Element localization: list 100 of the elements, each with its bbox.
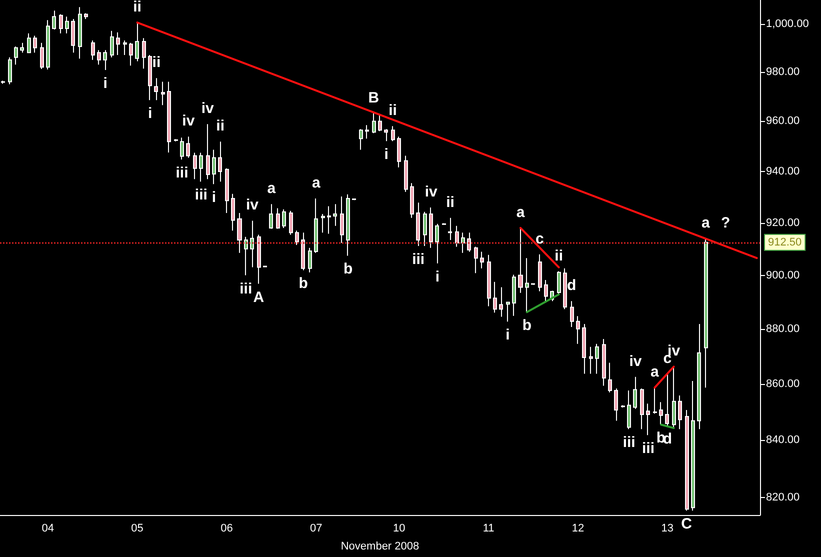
candlestick <box>289 210 293 236</box>
candlestick <box>257 234 261 284</box>
candlestick <box>199 152 203 182</box>
x-axis-title: November 2008 <box>340 540 420 552</box>
candlestick <box>327 206 331 234</box>
candlestick <box>435 223 439 264</box>
annotation: iii <box>194 186 208 204</box>
candlestick <box>282 208 286 228</box>
candlestick <box>40 42 44 70</box>
candlestick <box>499 286 503 318</box>
candlestick <box>672 366 676 428</box>
candlestick <box>570 300 574 328</box>
candlestick <box>129 42 133 66</box>
candlestick <box>423 211 427 246</box>
annotation: ii <box>152 54 161 72</box>
x-tick-label: 05 <box>131 522 144 534</box>
candlestick <box>346 194 350 256</box>
candlestick <box>518 227 523 294</box>
candlestick <box>627 390 631 430</box>
candlestick <box>633 376 637 410</box>
candlestick <box>212 149 216 185</box>
annotation: ii <box>554 247 563 264</box>
candlestick <box>206 124 210 180</box>
candlestick <box>97 50 101 66</box>
candlestick <box>621 404 625 408</box>
annotation: i <box>212 189 216 206</box>
candlestick <box>308 247 312 273</box>
annotation: a <box>312 174 321 192</box>
annotation: b <box>343 260 353 278</box>
candlestick <box>557 270 561 295</box>
y-tick-label: 840.00 <box>766 434 800 446</box>
annotation: a <box>267 180 276 198</box>
candlestick <box>103 50 107 71</box>
y-tick-label: 820.00 <box>766 491 800 504</box>
candlestick <box>384 128 388 142</box>
annotation: iii <box>240 280 252 298</box>
candlestick <box>33 35 37 54</box>
annotation: iv <box>201 100 214 118</box>
candlestick <box>295 230 299 246</box>
candlestick <box>442 222 446 226</box>
annotation: iii <box>622 434 636 452</box>
candlestick <box>365 124 369 140</box>
x-tick-label: 11 <box>482 522 494 534</box>
candlestick <box>685 410 689 512</box>
candlestick <box>646 403 650 436</box>
candlestick <box>576 316 580 344</box>
annotation: d <box>567 277 576 294</box>
annotation: ii <box>446 194 454 211</box>
candlestick <box>110 30 114 58</box>
x-tick-label: 10 <box>393 522 406 534</box>
candlestick <box>27 32 31 54</box>
candlestick <box>614 388 618 422</box>
annotation: a <box>650 364 660 381</box>
candlestick <box>448 217 452 240</box>
candlestick <box>78 6 82 60</box>
candlestick <box>397 136 401 168</box>
candlestick <box>582 324 586 374</box>
candlestick <box>416 202 420 246</box>
candlestick <box>493 281 497 314</box>
candlestick <box>8 56 12 85</box>
candlestick <box>665 373 669 426</box>
annotation: c <box>535 230 544 248</box>
y-tick-label: 940.00 <box>766 165 800 178</box>
candlestick <box>544 280 548 302</box>
candlestick <box>359 128 363 150</box>
annotation: iii <box>176 164 188 182</box>
annotation: iv <box>629 352 642 370</box>
candlestick <box>538 254 542 292</box>
annotation: A <box>253 288 264 306</box>
annotation: ii <box>133 0 142 16</box>
candlestick <box>678 394 682 430</box>
annotation: C <box>681 516 692 533</box>
x-tick-label: 04 <box>42 522 54 534</box>
candlestick <box>20 42 24 54</box>
candlestick <box>250 220 254 268</box>
candlestick <box>467 232 471 252</box>
candlestick <box>474 246 478 274</box>
candlestick <box>595 343 599 374</box>
candlestick <box>314 198 318 254</box>
y-tick-label: 980.00 <box>766 66 800 78</box>
candlestick <box>142 38 146 70</box>
candlestick <box>186 136 190 158</box>
candlestick <box>525 258 529 313</box>
x-tick-label: 12 <box>572 522 584 534</box>
candlestick <box>608 362 612 393</box>
y-tick-label: 900.00 <box>766 269 800 282</box>
candlestick <box>487 254 491 307</box>
x-tick-label: 13 <box>661 522 674 534</box>
candlestick <box>461 232 465 254</box>
annotation: iii <box>642 440 654 458</box>
candlestick <box>697 324 701 430</box>
annotation: a <box>516 204 526 221</box>
candlestick <box>321 213 325 234</box>
candlestick <box>135 22 139 62</box>
annotation: iv <box>424 184 438 201</box>
candlestick <box>391 126 395 142</box>
candlestick <box>193 152 197 180</box>
candlestick <box>333 204 337 226</box>
candlestick <box>237 212 242 254</box>
candlestick <box>653 387 657 414</box>
